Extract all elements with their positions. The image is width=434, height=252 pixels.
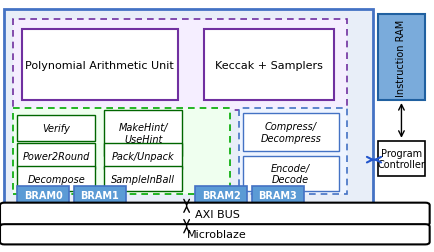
FancyBboxPatch shape bbox=[243, 113, 339, 151]
Text: Decompose: Decompose bbox=[27, 174, 85, 184]
Text: BRAM0: BRAM0 bbox=[24, 190, 63, 200]
FancyBboxPatch shape bbox=[13, 108, 230, 194]
FancyBboxPatch shape bbox=[17, 144, 95, 169]
Text: Keccak + Samplers: Keccak + Samplers bbox=[215, 60, 323, 71]
FancyBboxPatch shape bbox=[13, 20, 347, 111]
Text: Power2Round: Power2Round bbox=[23, 151, 90, 161]
FancyBboxPatch shape bbox=[104, 166, 182, 192]
FancyBboxPatch shape bbox=[195, 186, 247, 204]
Text: Compress/
Decompress: Compress/ Decompress bbox=[260, 121, 321, 143]
Text: Instruction RAM: Instruction RAM bbox=[396, 19, 407, 97]
FancyBboxPatch shape bbox=[243, 156, 339, 192]
Text: AXI BUS: AXI BUS bbox=[194, 209, 240, 219]
FancyBboxPatch shape bbox=[17, 166, 95, 192]
Text: BRAM2: BRAM2 bbox=[202, 190, 241, 200]
FancyBboxPatch shape bbox=[104, 111, 182, 156]
FancyBboxPatch shape bbox=[74, 186, 126, 204]
FancyBboxPatch shape bbox=[0, 224, 430, 244]
Text: Program
Controller: Program Controller bbox=[378, 148, 425, 170]
FancyBboxPatch shape bbox=[17, 116, 95, 141]
FancyBboxPatch shape bbox=[104, 144, 182, 169]
Text: Verify: Verify bbox=[43, 123, 70, 134]
FancyBboxPatch shape bbox=[378, 15, 425, 101]
Text: Encode/
Decode: Encode/ Decode bbox=[271, 163, 310, 185]
FancyBboxPatch shape bbox=[17, 186, 69, 204]
Text: BRAM3: BRAM3 bbox=[258, 190, 297, 200]
FancyBboxPatch shape bbox=[4, 10, 373, 207]
FancyBboxPatch shape bbox=[22, 30, 178, 101]
Text: Polynomial Arithmetic Unit: Polynomial Arithmetic Unit bbox=[26, 60, 174, 71]
Text: Microblaze: Microblaze bbox=[187, 229, 247, 239]
FancyBboxPatch shape bbox=[378, 141, 425, 176]
FancyBboxPatch shape bbox=[0, 203, 430, 226]
FancyBboxPatch shape bbox=[252, 186, 304, 204]
Text: SampleInBall: SampleInBall bbox=[111, 174, 175, 184]
Text: BRAM1: BRAM1 bbox=[80, 190, 119, 200]
FancyBboxPatch shape bbox=[204, 30, 334, 101]
Text: MakeHint/
UseHint: MakeHint/ UseHint bbox=[118, 123, 168, 144]
FancyBboxPatch shape bbox=[239, 108, 347, 194]
Text: Pack/Unpack: Pack/Unpack bbox=[112, 151, 174, 161]
